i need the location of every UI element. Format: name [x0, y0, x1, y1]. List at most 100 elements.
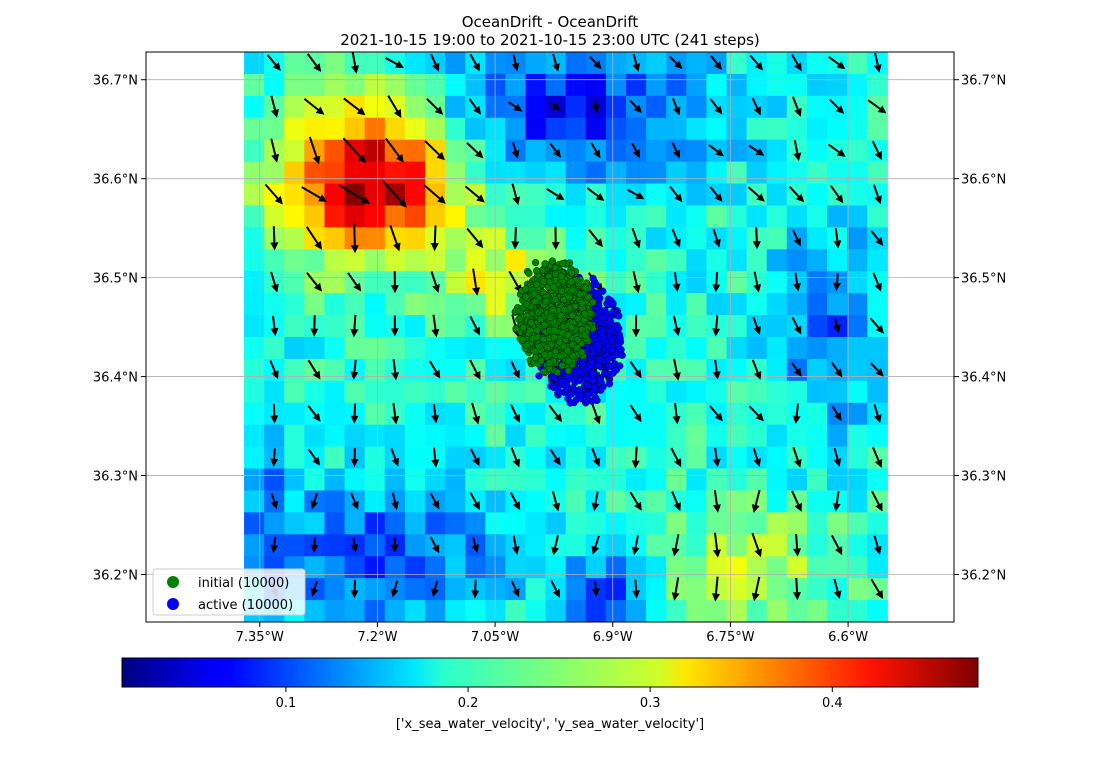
speed-cell	[364, 95, 386, 119]
current-arrow-head	[391, 501, 399, 511]
current-arrow-head	[351, 65, 360, 74]
speed-cell	[364, 227, 386, 250]
speed-cell	[847, 402, 868, 426]
lat-tick-label-right: 36.3°N	[961, 470, 1006, 485]
speed-cell	[424, 600, 446, 622]
speed-cell	[364, 600, 386, 622]
current-arrow-head	[633, 239, 641, 249]
current-arrow	[426, 98, 441, 113]
speed-cell	[284, 358, 305, 382]
speed-cell	[847, 315, 868, 338]
current-arrow-head	[350, 328, 359, 338]
current-arrow-head	[832, 503, 841, 512]
particle	[563, 346, 572, 354]
speed-cell	[404, 139, 426, 163]
current-arrow-head	[792, 415, 801, 424]
particle	[605, 329, 614, 337]
particle	[564, 367, 573, 375]
speed-cell	[726, 468, 748, 492]
speed-cell	[244, 205, 265, 228]
speed-cell	[324, 358, 346, 382]
speed-cell	[244, 315, 265, 338]
current-arrow-head	[391, 457, 400, 467]
speed-cell	[424, 293, 446, 316]
speed-cell	[686, 424, 707, 448]
speed-cell	[686, 446, 707, 470]
speed-cell	[786, 468, 808, 492]
speed-cell	[565, 424, 587, 448]
current-arrow-head	[755, 412, 764, 422]
speed-cell	[806, 73, 828, 97]
speed-cell	[726, 73, 748, 97]
current-arrow	[353, 223, 356, 249]
speed-cell	[786, 73, 808, 97]
speed-cell	[806, 249, 828, 272]
particle	[615, 312, 623, 320]
speed-cell	[364, 205, 386, 228]
speed-cell	[264, 249, 285, 272]
speed-cell	[565, 402, 587, 426]
speed-cell	[364, 161, 386, 185]
speed-cell	[646, 161, 667, 185]
particle	[522, 341, 531, 349]
current-arrow-head	[312, 456, 321, 466]
speed-cell	[264, 293, 285, 316]
speed-cell	[867, 293, 888, 316]
particle	[573, 344, 581, 352]
speed-cell	[806, 446, 828, 470]
current-arrow-head	[271, 370, 279, 380]
speed-cell	[605, 512, 627, 535]
particle	[581, 310, 589, 318]
speed-cell	[786, 380, 808, 404]
speed-cell	[465, 161, 486, 185]
speed-cell	[344, 424, 366, 448]
speed-cell	[806, 358, 828, 382]
current-arrow	[714, 532, 719, 554]
particle	[562, 380, 570, 389]
speed-cell	[867, 205, 888, 228]
speed-cell	[465, 73, 486, 97]
current-arrow-head	[835, 105, 845, 114]
speed-cell	[806, 600, 828, 622]
speed-cell	[686, 139, 707, 163]
speed-cell	[646, 534, 667, 557]
speed-cell	[404, 578, 426, 601]
speed-cell	[646, 139, 667, 163]
particle	[535, 372, 543, 380]
speed-cell	[324, 293, 346, 316]
current-arrow	[423, 184, 443, 202]
particle	[557, 311, 565, 320]
current-arrow-head	[473, 370, 481, 380]
current-arrow	[303, 98, 322, 113]
current-arrow-head	[551, 242, 560, 250]
particle	[531, 297, 539, 306]
speed-cell	[485, 271, 506, 294]
speed-cell	[485, 358, 506, 382]
speed-cell	[726, 600, 748, 622]
speed-cell	[605, 95, 627, 119]
speed-cell	[304, 117, 326, 141]
speed-cell	[284, 293, 305, 316]
particle	[519, 336, 527, 344]
speed-cell	[666, 161, 687, 185]
particle	[609, 369, 617, 377]
speed-cell	[706, 73, 728, 97]
speed-cell	[264, 73, 285, 97]
speed-cell	[726, 402, 748, 426]
speed-cell	[867, 600, 888, 622]
speed-cell	[646, 205, 667, 228]
speed-cell	[445, 161, 466, 185]
speed-cell	[565, 139, 587, 163]
current-arrow-head	[471, 544, 480, 553]
current-arrow-head	[753, 371, 762, 380]
speed-cell	[766, 424, 788, 448]
speed-cell	[424, 73, 446, 97]
particle	[539, 277, 548, 286]
current-arrow-head	[833, 324, 841, 334]
speed-cell	[847, 161, 868, 185]
current-arrow-head	[430, 243, 439, 252]
speed-cell	[686, 600, 707, 622]
speed-cell	[445, 446, 466, 470]
current-arrow-head	[472, 415, 480, 425]
speed-cell	[827, 293, 848, 316]
